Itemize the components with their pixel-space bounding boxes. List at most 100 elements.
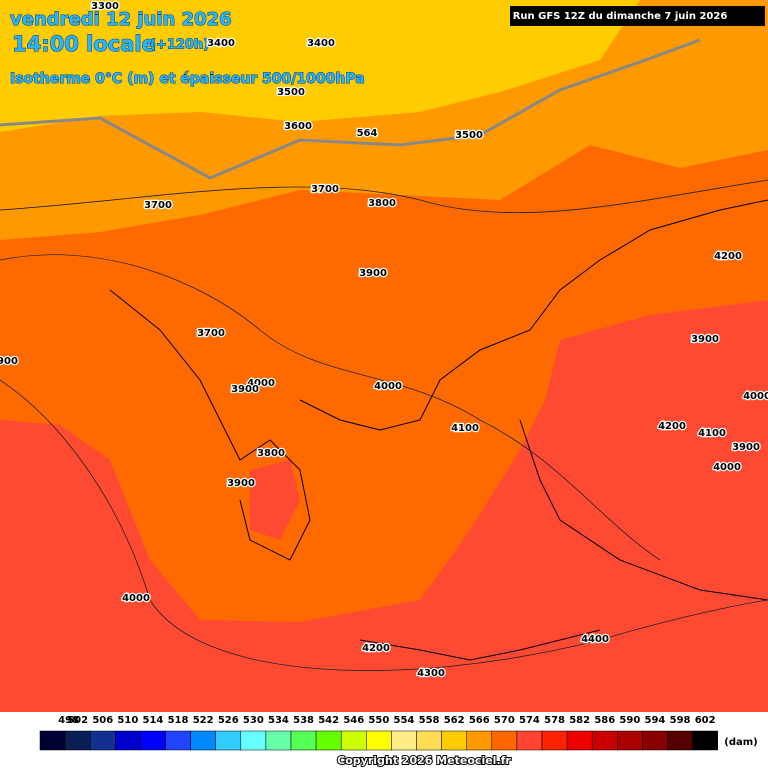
legend-label: 550 [368,715,389,726]
legend-swatch [265,730,292,751]
coastline [299,199,768,431]
legend-label: 522 [193,715,214,726]
coastline [519,419,768,601]
legend-label: 530 [243,715,264,726]
legend-swatch [240,730,267,751]
legend-label: 510 [117,715,138,726]
legend-swatch [215,730,242,751]
legend-label: 562 [444,715,465,726]
run-info: Run GFS 12Z du dimanche 7 juin 2026 [513,11,728,22]
legend-label: 582 [569,715,590,726]
legend-swatch [667,730,693,751]
legend-swatch [290,730,317,751]
coastlines [109,199,768,661]
legend-swatch [416,730,442,751]
contour-label: 4000 [713,462,741,473]
contour-label: 4100 [451,423,479,434]
contour-label: 4400 [581,634,609,645]
legend-label: 566 [469,715,490,726]
contour-label: 4300 [417,668,445,679]
legend-label: 518 [168,715,189,726]
copyright: Copyright 2026 Meteociel.fr [337,754,511,767]
contour-label: 564 [357,128,378,139]
coastline [109,289,311,561]
title-time: 14:00 locale [12,32,156,56]
contour-label: 3700 [311,184,339,195]
contour-label: 3500 [455,130,483,141]
legend-swatch [566,730,593,751]
legend-swatch [541,730,568,751]
contour-label: 4000 [743,391,768,402]
contour-label: 3900 [359,268,387,279]
legend-label: 554 [394,715,415,726]
contour-label: 3400 [207,38,235,49]
contour-label: 4000 [374,381,402,392]
legend-swatch [115,730,141,751]
legend-swatch [366,730,392,751]
legend-label: 506 [92,715,113,726]
contour-label: 3900 [0,356,18,367]
legend-label: 534 [268,715,289,726]
legend-label: 538 [293,715,314,726]
thickness-area [0,0,640,132]
contour-label: 3900 [732,442,760,453]
legend-swatch [39,730,66,751]
legend-swatch [491,730,518,751]
legend-swatch [692,730,718,751]
contours [0,179,768,671]
legend-label: 598 [670,715,691,726]
contour [0,254,661,561]
run-box [510,6,765,26]
legend-label: 498 [58,715,79,726]
contour-label: 3600 [284,121,312,132]
contour-label: 3700 [144,200,172,211]
contour-label: 4200 [714,251,742,262]
contour-label: 3800 [368,198,396,209]
legend-swatch [516,730,543,751]
contour-label: 3900 [227,478,255,489]
legend-swatch [140,730,166,751]
legend-label: 578 [544,715,565,726]
legend-label: 502 [67,715,88,726]
legend-label: 542 [318,715,339,726]
title-date: vendredi 12 juin 2026 [10,9,232,30]
legend-label: 558 [419,715,440,726]
legend-swatch [391,730,417,751]
legend-swatch [64,730,91,751]
contour-label: 4000 [122,593,150,604]
contour-label: 3400 [307,38,335,49]
contour-label: 3500 [277,87,305,98]
contour-label: 4100 [698,428,726,439]
legend-label: 590 [619,715,640,726]
isopleth-564 [0,38,701,180]
coastline [359,629,601,661]
title-lead: (+120h) [150,38,209,53]
contour-label: 3900 [691,334,719,345]
contour-label: 3300 [91,1,119,12]
legend-label: 602 [695,715,716,726]
thickness-area [250,460,300,540]
contour-label: 4000 [247,378,275,389]
contour [0,379,768,671]
legend-swatch [315,730,342,751]
contour-label: 3900 [231,384,259,395]
legend-label: 526 [218,715,239,726]
legend-swatch [165,730,191,751]
subtitle: Isotherme 0°C (m) et épaisseur 500/1000h… [10,71,365,87]
legend-label: 570 [494,715,515,726]
contour-label: 3700 [197,328,225,339]
thickness-area [0,300,768,712]
legend-swatch [617,730,643,751]
contour [0,179,768,214]
legend-swatch [466,730,493,751]
legend-swatch [190,730,216,751]
legend-swatch [89,730,116,751]
contour-label: 3800 [257,448,285,459]
legend-swatch [340,730,367,751]
legend-label: 594 [645,715,666,726]
legend-swatch [642,730,668,751]
contour-label: 4200 [362,643,390,654]
legend-label: 586 [594,715,615,726]
